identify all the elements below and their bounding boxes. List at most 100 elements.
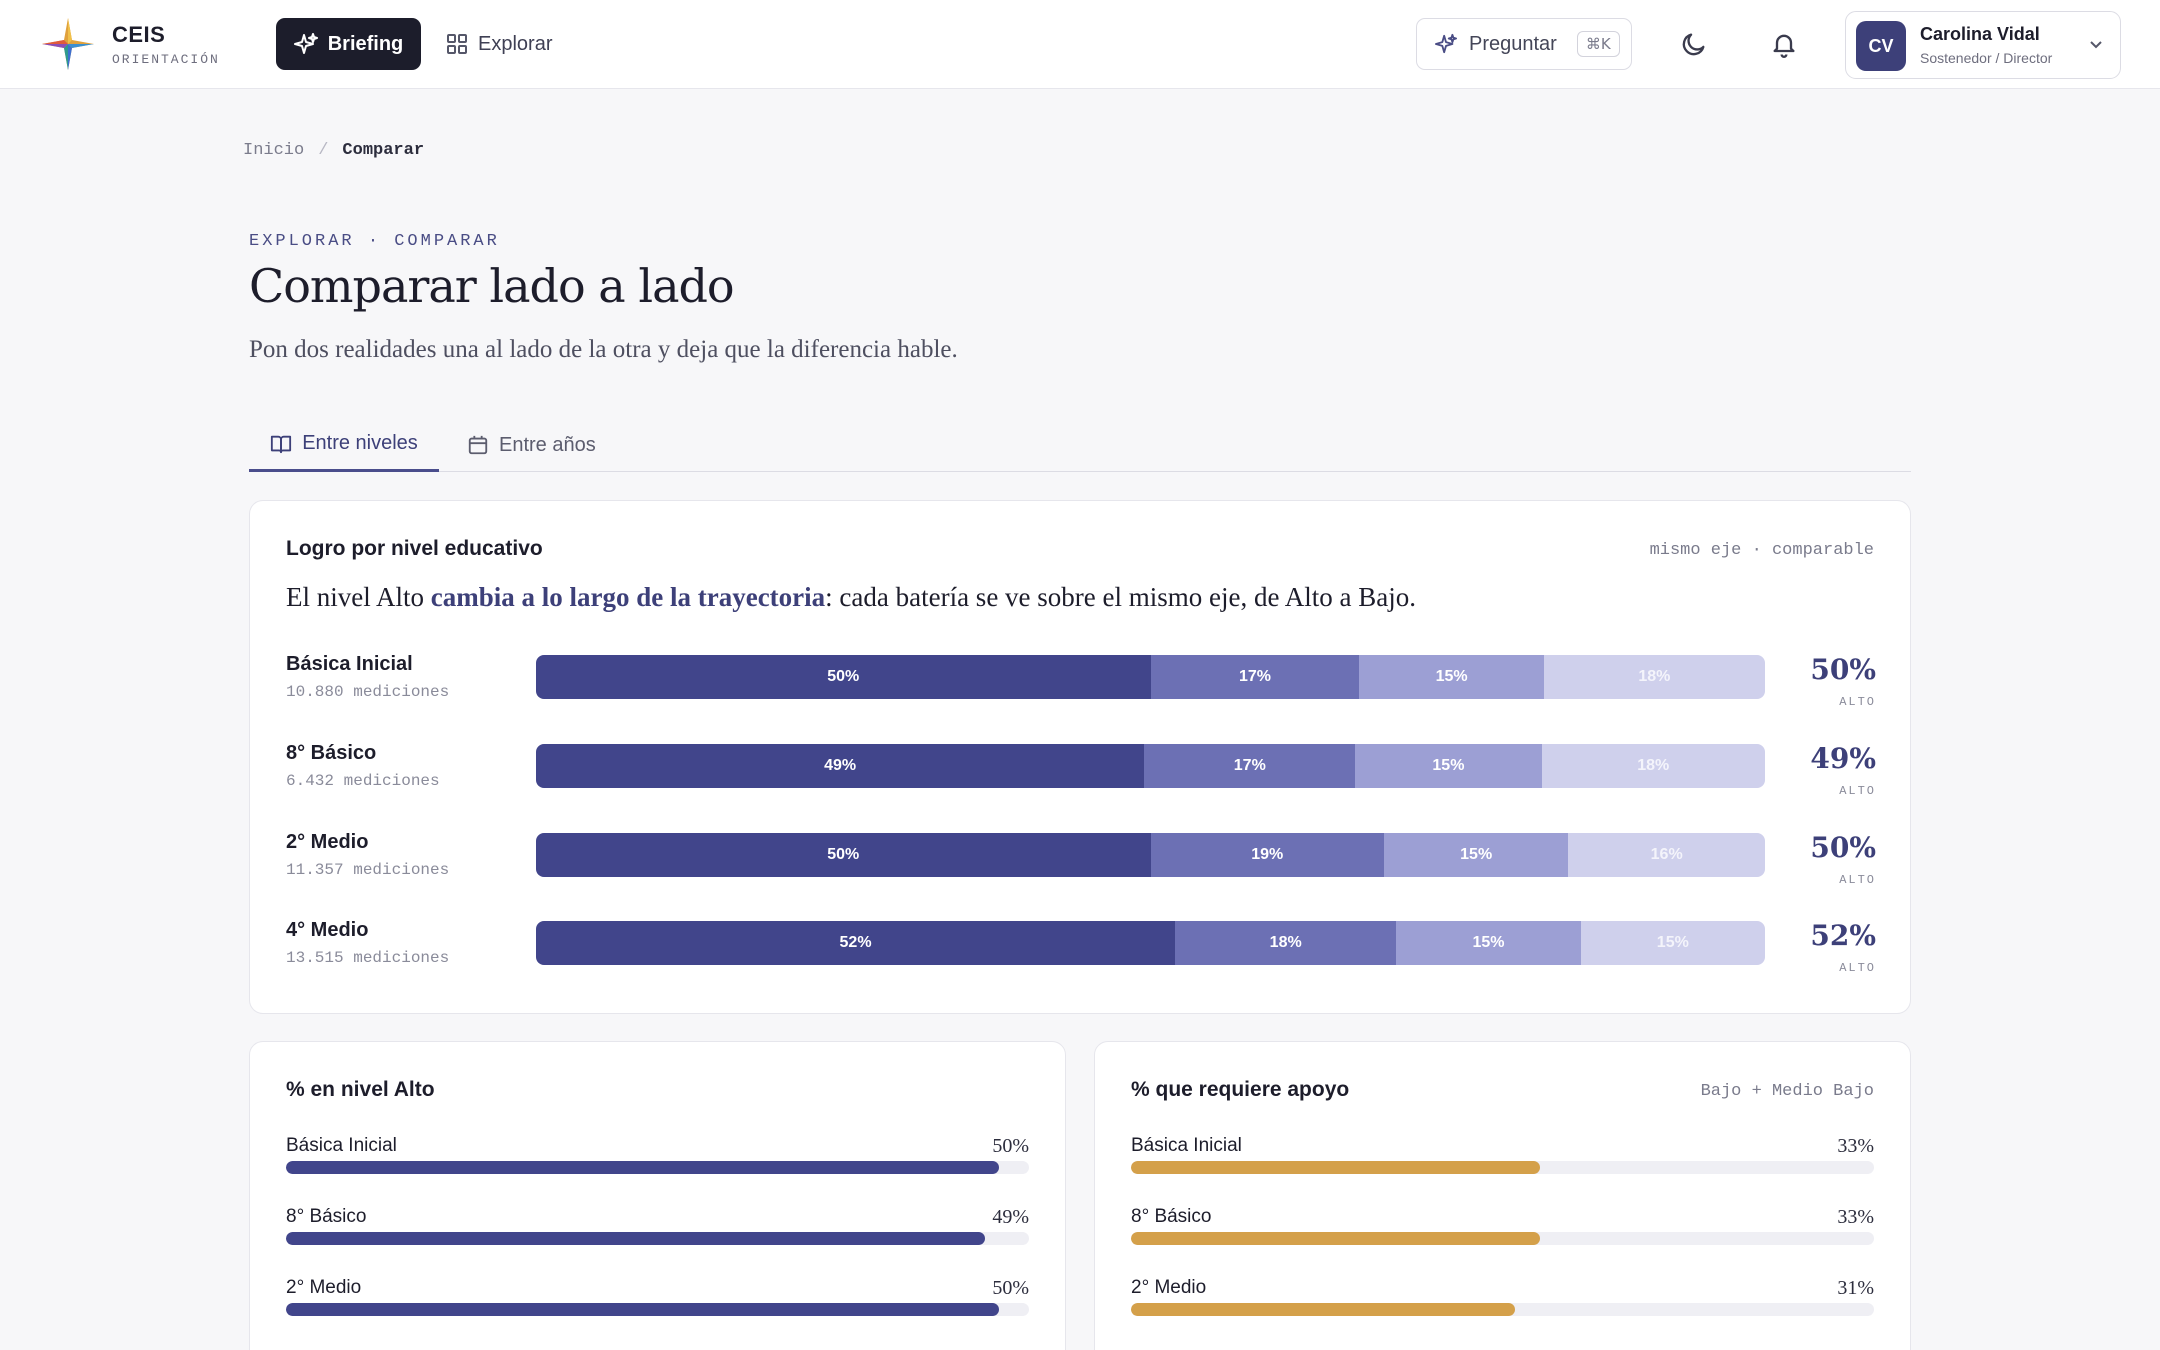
compare-tabs: Entre niveles Entre años	[249, 418, 1911, 472]
stacked-bar[interactable]: 52% 18% 15% 15%	[536, 921, 1765, 965]
page-title: Comparar lado a lado	[249, 259, 735, 313]
breadcrumb: Inicio / Comparar	[243, 141, 424, 160]
row-count: 13.515 mediciones	[286, 949, 450, 967]
mini-bar-track	[286, 1161, 1029, 1174]
apoyo-card: % que requiere apoyo Bajo + Medio Bajo B…	[1094, 1041, 1911, 1350]
ask-label: Preguntar	[1469, 32, 1557, 55]
tab-entre-niveles[interactable]: Entre niveles	[249, 418, 439, 472]
nav-briefing-button[interactable]: Briefing	[276, 18, 421, 70]
row-label: 4° Medio	[286, 919, 369, 941]
mini-value: 49%	[992, 1206, 1029, 1228]
ceis-star-logo[interactable]	[40, 16, 96, 72]
logro-row: Básica Inicial 10.880 mediciones 50% 17% 15%…	[286, 653, 1876, 717]
notifications-button[interactable]	[1766, 26, 1802, 62]
ask-shortcut: ⌘K	[1576, 31, 1620, 57]
headline-pre: El nivel Alto	[286, 582, 431, 612]
row-alto-label: ALTO	[1839, 961, 1876, 975]
card-title: % que requiere apoyo	[1131, 1078, 1350, 1101]
user-menu[interactable]: CV Carolina Vidal Sostenedor / Director	[1845, 11, 2121, 79]
bar-segment: 19%	[1150, 833, 1384, 877]
bar-segment: 18%	[1543, 655, 1765, 699]
stacked-bar[interactable]: 50% 19% 15% 16%	[536, 833, 1765, 877]
mini-row: Básica Inicial 33%	[1131, 1135, 1874, 1195]
headline-post: : cada batería se ve sobre el mismo eje,…	[825, 582, 1416, 612]
row-count: 10.880 mediciones	[286, 683, 450, 701]
tab-entre-anos[interactable]: Entre años	[467, 418, 596, 472]
row-alto-value: 52%	[1810, 919, 1876, 952]
row-label: Básica Inicial	[286, 653, 413, 675]
mini-label: 8° Básico	[286, 1206, 367, 1227]
tab-label: Entre niveles	[302, 432, 418, 454]
mini-label: Básica Inicial	[286, 1135, 397, 1156]
brand-name: CEIS	[112, 22, 166, 47]
sparkle-icon	[293, 33, 318, 54]
bar-segment: 50%	[536, 833, 1151, 877]
row-alto-label: ALTO	[1839, 873, 1876, 887]
mini-value: 50%	[992, 1135, 1029, 1157]
logro-row: 4° Medio 13.515 mediciones 52% 18% 15% 15% 52%…	[286, 919, 1876, 983]
stacked-bar[interactable]: 49% 17% 15% 18%	[536, 744, 1765, 788]
book-icon	[271, 435, 292, 453]
logro-row: 8° Básico 6.432 mediciones 49% 17% 15% 18% 49%…	[286, 742, 1876, 806]
mini-bar-fill	[286, 1232, 985, 1245]
mini-bar-track	[286, 1303, 1029, 1316]
brand: CEIS ORIENTACIÓN	[112, 22, 220, 67]
row-label: 2° Medio	[286, 831, 369, 853]
alto-card: % en nivel Alto Básica Inicial 50% 8° Bási…	[249, 1041, 1066, 1350]
mini-row: 8° Básico 49%	[286, 1206, 1029, 1266]
mini-value: 31%	[1837, 1277, 1874, 1299]
nav-briefing-label: Briefing	[327, 32, 404, 55]
bar-segment: 18%	[1541, 744, 1765, 788]
mini-label: 2° Medio	[286, 1277, 362, 1298]
bar-segment: 17%	[1150, 655, 1360, 699]
bar-segment: 18%	[1175, 921, 1397, 965]
mini-bar-fill	[1131, 1161, 1540, 1174]
mini-label: Básica Inicial	[1131, 1135, 1242, 1156]
row-alto-value: 50%	[1810, 831, 1876, 864]
bar-segment: 17%	[1144, 744, 1356, 788]
bar-segment: 50%	[536, 655, 1151, 699]
nav-explorar-label: Explorar	[478, 32, 553, 55]
moon-icon	[1682, 33, 1705, 56]
row-alto-value: 50%	[1810, 653, 1876, 686]
brand-subtitle: ORIENTACIÓN	[112, 52, 220, 67]
headline-highlight: cambia a lo largo de la trayectoria	[430, 582, 826, 612]
logro-row: 2° Medio 11.357 mediciones 50% 19% 15% 16% 50%…	[286, 831, 1876, 895]
card-meta: Bajo + Medio Bajo	[1700, 1082, 1874, 1101]
bar-segment: 15%	[1396, 921, 1581, 965]
bar-segment: 15%	[1355, 744, 1542, 788]
mini-bar-track	[1131, 1303, 1874, 1316]
bar-segment: 15%	[1580, 921, 1765, 965]
nav-explorar-button[interactable]: Explorar	[446, 18, 552, 70]
ask-button[interactable]: Preguntar ⌘K	[1416, 18, 1632, 70]
mini-bar-track	[1131, 1161, 1874, 1174]
row-count: 6.432 mediciones	[286, 772, 440, 790]
chevron-down-icon	[2090, 41, 2102, 49]
row-alto-label: ALTO	[1839, 784, 1876, 798]
mini-value: 33%	[1837, 1135, 1874, 1157]
mini-row: 2° Medio 50%	[286, 1277, 1029, 1337]
mini-bar-fill	[286, 1303, 1000, 1316]
mini-row: Básica Inicial 50%	[286, 1135, 1029, 1195]
row-alto-value: 49%	[1810, 742, 1876, 775]
mini-row: 8° Básico 33%	[1131, 1206, 1874, 1266]
tab-label: Entre años	[499, 433, 596, 456]
card-headline: El nivel Alto cambia a lo largo de la tr…	[286, 582, 1416, 613]
bell-icon	[1773, 34, 1795, 58]
mini-bar-track	[1131, 1232, 1874, 1245]
row-alto-label: ALTO	[1839, 695, 1876, 709]
mini-label: 8° Básico	[1131, 1206, 1212, 1227]
card-title: Logro por nivel educativo	[286, 537, 543, 560]
sparkle-icon	[1435, 33, 1457, 54]
card-meta: mismo eje · comparable	[1649, 541, 1874, 560]
bar-segment: 52%	[536, 921, 1176, 965]
breadcrumb-separator: /	[318, 141, 329, 160]
stacked-bar[interactable]: 50% 17% 15% 18%	[536, 655, 1765, 699]
row-label: 8° Básico	[286, 742, 377, 764]
mini-bar-track	[286, 1232, 1029, 1245]
dark-mode-toggle[interactable]	[1676, 26, 1712, 62]
mini-value: 50%	[992, 1277, 1029, 1299]
mini-label: 2° Medio	[1131, 1277, 1207, 1298]
user-name: Carolina Vidal	[1920, 24, 2040, 44]
breadcrumb-home[interactable]: Inicio	[243, 141, 305, 160]
